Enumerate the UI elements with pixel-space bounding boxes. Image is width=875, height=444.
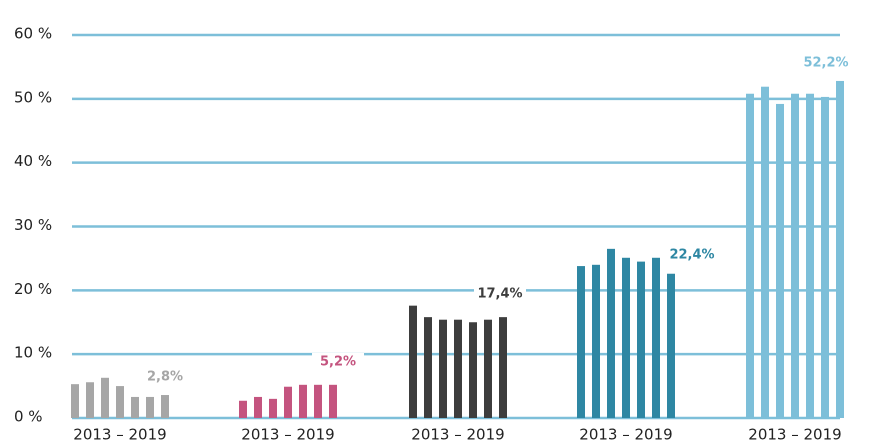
bar <box>439 319 447 418</box>
y-tick-label: 40 % <box>14 152 52 170</box>
bar <box>314 384 322 418</box>
bar <box>101 377 109 418</box>
annotation-bg <box>139 368 191 386</box>
x-tick-label: 2013 – 2019 <box>748 426 841 444</box>
x-tick-label: 2013 – 2019 <box>579 426 672 444</box>
bar <box>131 396 139 418</box>
bar <box>577 266 585 418</box>
bar <box>239 400 247 418</box>
bar <box>499 317 507 418</box>
bar <box>746 93 754 418</box>
bar <box>329 384 337 418</box>
y-tick-label: 60 % <box>14 25 52 43</box>
annotation: 22,4% <box>669 248 714 263</box>
bar <box>484 319 492 418</box>
bar <box>607 248 615 418</box>
bar <box>86 382 94 418</box>
bar <box>146 396 154 418</box>
y-tick-label: 30 % <box>14 216 52 234</box>
y-tick-label: 10 % <box>14 344 52 362</box>
bar <box>821 96 829 418</box>
x-tick-label: 2013 – 2019 <box>73 426 166 444</box>
bar <box>409 305 417 418</box>
bar <box>424 317 432 418</box>
bar <box>116 386 124 418</box>
annotation: 52,2% <box>803 56 848 71</box>
bar <box>761 86 769 418</box>
bar <box>592 264 600 418</box>
bar <box>667 273 675 418</box>
annotation-bg <box>312 353 364 371</box>
bar <box>284 386 292 418</box>
y-tick-label: 50 % <box>14 88 52 106</box>
bar <box>652 257 660 418</box>
bar <box>454 319 462 418</box>
y-tick-label: 20 % <box>14 280 52 298</box>
bar <box>469 322 477 418</box>
bar <box>806 93 814 418</box>
bar <box>791 93 799 418</box>
bar <box>836 80 844 419</box>
annotation: 17,4% <box>477 287 522 302</box>
annotation-bg <box>474 285 526 303</box>
x-tick-label: 2013 – 2019 <box>241 426 334 444</box>
bar <box>254 396 262 418</box>
bar <box>299 384 307 418</box>
x-tick-label: 2013 – 2019 <box>411 426 504 444</box>
bar <box>71 384 79 418</box>
bar <box>622 257 630 418</box>
y-tick-label: 0 % <box>14 408 43 426</box>
annotation-bg <box>666 246 718 264</box>
annotation: 5,2% <box>320 355 356 370</box>
bar <box>161 395 169 418</box>
annotation-bg <box>800 54 852 72</box>
bar <box>269 398 277 418</box>
bar <box>776 103 784 418</box>
annotation: 2,8% <box>147 370 183 385</box>
bar <box>637 261 645 418</box>
